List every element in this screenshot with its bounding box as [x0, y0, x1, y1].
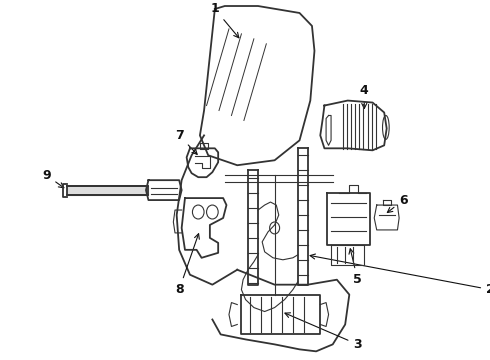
Text: 4: 4 [360, 84, 368, 108]
Text: 7: 7 [175, 129, 197, 154]
Text: 1: 1 [211, 3, 239, 38]
Text: 2: 2 [310, 254, 490, 296]
Text: 3: 3 [285, 313, 362, 351]
Text: 6: 6 [388, 194, 408, 212]
Text: 8: 8 [175, 234, 199, 296]
Text: 9: 9 [42, 169, 64, 188]
Text: 5: 5 [349, 249, 362, 286]
